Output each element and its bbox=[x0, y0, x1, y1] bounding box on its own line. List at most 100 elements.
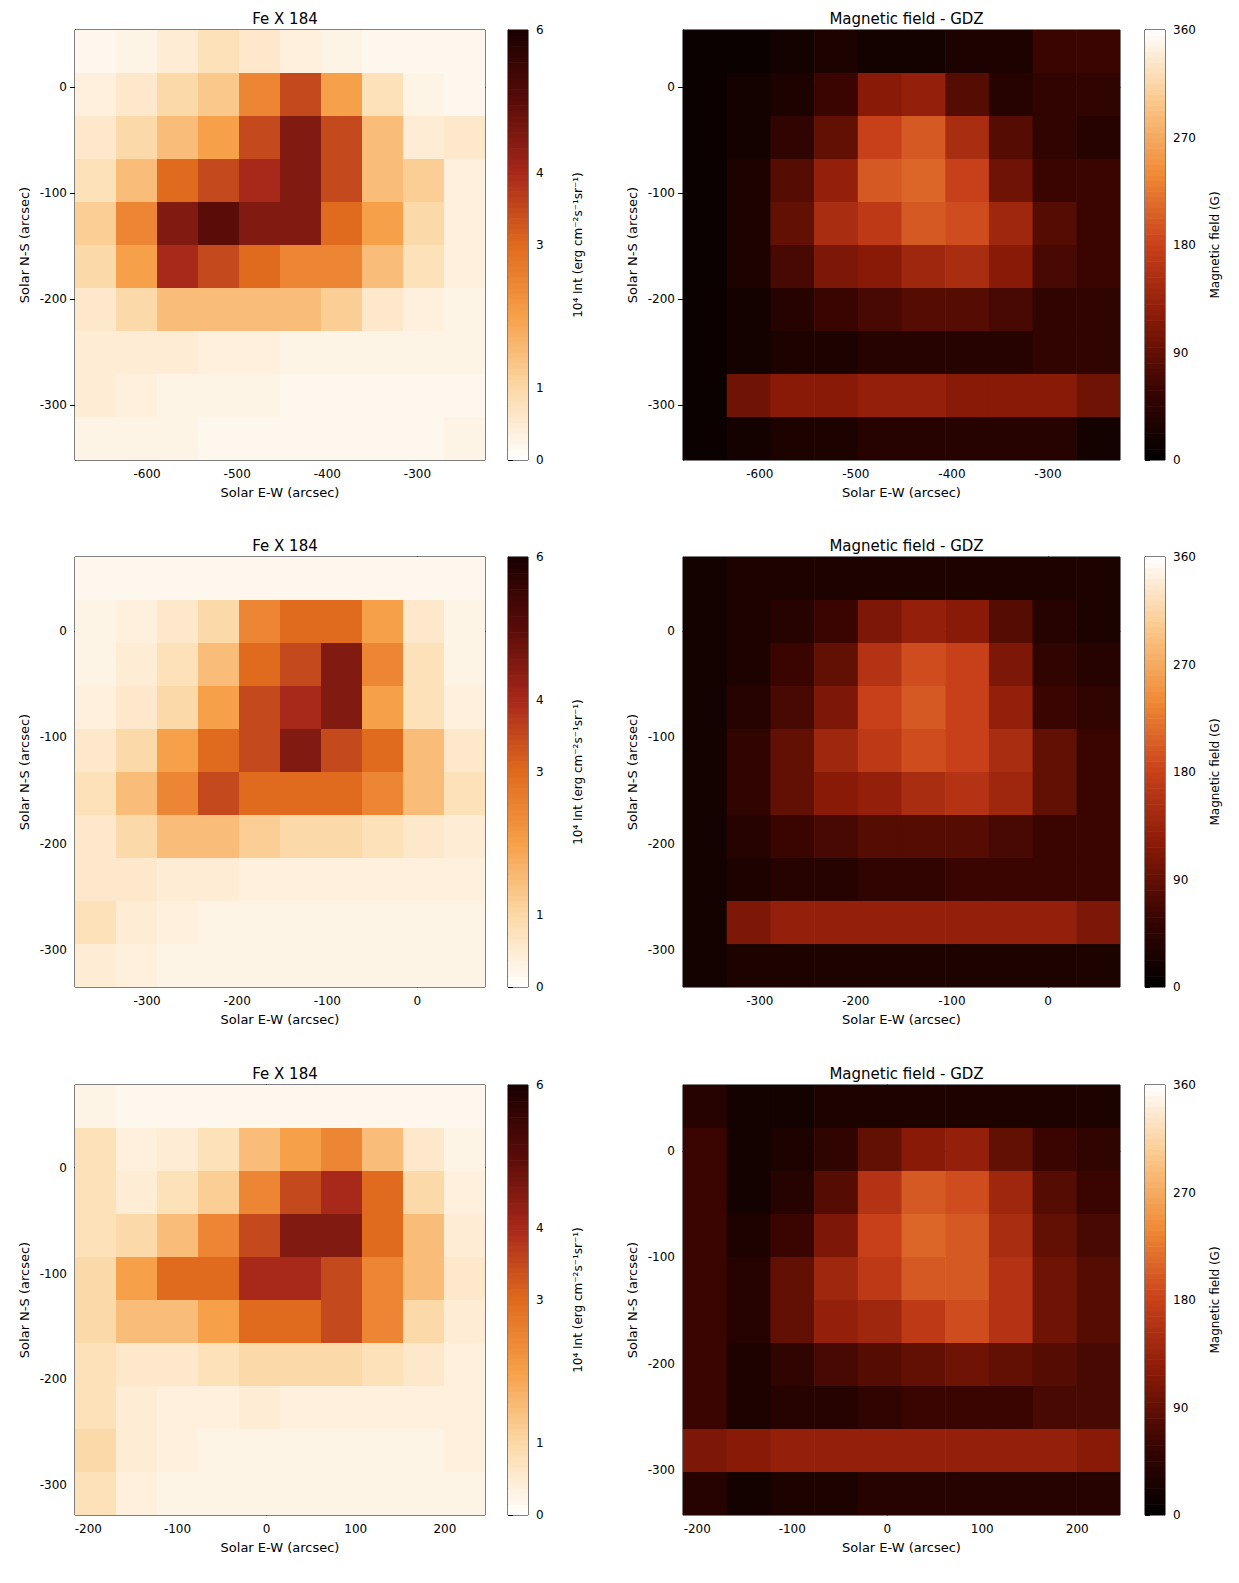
svg-text:0: 0 bbox=[1044, 994, 1052, 1008]
svg-text:100: 100 bbox=[971, 1522, 994, 1536]
svg-text:-400: -400 bbox=[314, 467, 341, 481]
svg-text:-400: -400 bbox=[938, 467, 965, 481]
svg-text:-300: -300 bbox=[648, 1463, 675, 1477]
svg-text:-100: -100 bbox=[648, 730, 675, 744]
svg-text:4: 4 bbox=[536, 693, 544, 707]
svg-text:-100: -100 bbox=[40, 1267, 67, 1281]
svg-text:0: 0 bbox=[667, 624, 675, 638]
svg-text:-100: -100 bbox=[648, 186, 675, 200]
svg-text:Solar E-W (arcsec): Solar E-W (arcsec) bbox=[842, 485, 961, 500]
svg-text:0: 0 bbox=[667, 1144, 675, 1158]
svg-text:1: 1 bbox=[536, 1436, 544, 1450]
svg-text:Solar N-S (arcsec): Solar N-S (arcsec) bbox=[625, 187, 640, 303]
svg-text:10⁴ Int (erg cm⁻²s⁻¹sr⁻¹): 10⁴ Int (erg cm⁻²s⁻¹sr⁻¹) bbox=[571, 172, 585, 318]
svg-text:Solar N-S (arcsec): Solar N-S (arcsec) bbox=[17, 1242, 32, 1358]
svg-text:180: 180 bbox=[1173, 765, 1196, 779]
svg-text:270: 270 bbox=[1173, 131, 1196, 145]
svg-text:-300: -300 bbox=[40, 1478, 67, 1492]
svg-text:Solar E-W (arcsec): Solar E-W (arcsec) bbox=[842, 1012, 961, 1027]
svg-text:4: 4 bbox=[536, 166, 544, 180]
svg-text:6: 6 bbox=[536, 23, 544, 37]
svg-text:0: 0 bbox=[536, 1508, 544, 1522]
svg-text:-300: -300 bbox=[746, 994, 773, 1008]
svg-text:1: 1 bbox=[536, 908, 544, 922]
svg-text:-100: -100 bbox=[314, 994, 341, 1008]
svg-text:-100: -100 bbox=[40, 186, 67, 200]
svg-text:-100: -100 bbox=[164, 1522, 191, 1536]
svg-text:-200: -200 bbox=[75, 1522, 102, 1536]
svg-text:Magnetic field (G): Magnetic field (G) bbox=[1208, 191, 1222, 298]
svg-text:1: 1 bbox=[536, 381, 544, 395]
svg-text:Fe X 184: Fe X 184 bbox=[252, 10, 317, 28]
svg-text:270: 270 bbox=[1173, 658, 1196, 672]
svg-text:0: 0 bbox=[1173, 453, 1181, 467]
svg-text:3: 3 bbox=[536, 765, 544, 779]
svg-text:-200: -200 bbox=[648, 1357, 675, 1371]
svg-text:-600: -600 bbox=[746, 467, 773, 481]
svg-text:0: 0 bbox=[414, 994, 422, 1008]
svg-text:-200: -200 bbox=[684, 1522, 711, 1536]
svg-text:3: 3 bbox=[536, 1293, 544, 1307]
svg-text:90: 90 bbox=[1173, 346, 1188, 360]
svg-text:10⁴ Int (erg cm⁻²s⁻¹sr⁻¹): 10⁴ Int (erg cm⁻²s⁻¹sr⁻¹) bbox=[571, 699, 585, 845]
svg-text:-600: -600 bbox=[133, 467, 160, 481]
svg-text:Fe X 184: Fe X 184 bbox=[252, 1065, 317, 1083]
svg-text:0: 0 bbox=[536, 453, 544, 467]
svg-text:-300: -300 bbox=[40, 398, 67, 412]
svg-text:4: 4 bbox=[536, 1221, 544, 1235]
svg-text:-300: -300 bbox=[404, 467, 431, 481]
svg-text:10⁴ Int (erg cm⁻²s⁻¹sr⁻¹): 10⁴ Int (erg cm⁻²s⁻¹sr⁻¹) bbox=[571, 1227, 585, 1373]
svg-text:Solar E-W (arcsec): Solar E-W (arcsec) bbox=[221, 1012, 340, 1027]
svg-text:180: 180 bbox=[1173, 1293, 1196, 1307]
svg-text:3: 3 bbox=[536, 238, 544, 252]
svg-text:Solar N-S (arcsec): Solar N-S (arcsec) bbox=[17, 714, 32, 830]
svg-text:90: 90 bbox=[1173, 1401, 1188, 1415]
svg-text:0: 0 bbox=[1173, 980, 1181, 994]
svg-text:0: 0 bbox=[59, 1161, 67, 1175]
svg-text:0: 0 bbox=[883, 1522, 891, 1536]
svg-text:-200: -200 bbox=[224, 994, 251, 1008]
svg-text:Solar E-W (arcsec): Solar E-W (arcsec) bbox=[221, 1540, 340, 1555]
svg-text:6: 6 bbox=[536, 550, 544, 564]
svg-text:-200: -200 bbox=[40, 292, 67, 306]
svg-text:100: 100 bbox=[344, 1522, 367, 1536]
svg-text:360: 360 bbox=[1173, 550, 1196, 564]
svg-text:90: 90 bbox=[1173, 873, 1188, 887]
svg-text:Solar E-W (arcsec): Solar E-W (arcsec) bbox=[842, 1540, 961, 1555]
svg-text:Magnetic field - GDZ: Magnetic field - GDZ bbox=[829, 1065, 983, 1083]
svg-text:-100: -100 bbox=[648, 1250, 675, 1264]
svg-text:0: 0 bbox=[59, 624, 67, 638]
svg-text:-300: -300 bbox=[40, 943, 67, 957]
svg-text:-200: -200 bbox=[40, 837, 67, 851]
svg-text:Magnetic field - GDZ: Magnetic field - GDZ bbox=[829, 537, 983, 555]
svg-text:-100: -100 bbox=[40, 730, 67, 744]
svg-text:200: 200 bbox=[1066, 1522, 1089, 1536]
svg-text:-300: -300 bbox=[648, 398, 675, 412]
svg-text:-300: -300 bbox=[133, 994, 160, 1008]
svg-text:360: 360 bbox=[1173, 1078, 1196, 1092]
svg-text:0: 0 bbox=[536, 980, 544, 994]
svg-text:-500: -500 bbox=[842, 467, 869, 481]
svg-text:Fe X 184: Fe X 184 bbox=[252, 537, 317, 555]
svg-text:Magnetic field (G): Magnetic field (G) bbox=[1208, 718, 1222, 825]
svg-text:Solar N-S (arcsec): Solar N-S (arcsec) bbox=[625, 1242, 640, 1358]
svg-text:270: 270 bbox=[1173, 1186, 1196, 1200]
svg-text:0: 0 bbox=[59, 80, 67, 94]
svg-text:0: 0 bbox=[1173, 1508, 1181, 1522]
svg-text:360: 360 bbox=[1173, 23, 1196, 37]
svg-text:Magnetic field (G): Magnetic field (G) bbox=[1208, 1246, 1222, 1353]
svg-text:Solar N-S (arcsec): Solar N-S (arcsec) bbox=[625, 714, 640, 830]
svg-text:Magnetic field - GDZ: Magnetic field - GDZ bbox=[829, 10, 983, 28]
svg-text:6: 6 bbox=[536, 1078, 544, 1092]
svg-text:-200: -200 bbox=[842, 994, 869, 1008]
svg-text:-200: -200 bbox=[648, 837, 675, 851]
svg-text:-500: -500 bbox=[224, 467, 251, 481]
svg-text:-100: -100 bbox=[779, 1522, 806, 1536]
svg-text:-100: -100 bbox=[938, 994, 965, 1008]
svg-text:180: 180 bbox=[1173, 238, 1196, 252]
svg-text:0: 0 bbox=[667, 80, 675, 94]
svg-text:-300: -300 bbox=[1034, 467, 1061, 481]
svg-text:200: 200 bbox=[433, 1522, 456, 1536]
svg-text:Solar N-S (arcsec): Solar N-S (arcsec) bbox=[17, 187, 32, 303]
svg-text:-200: -200 bbox=[40, 1372, 67, 1386]
